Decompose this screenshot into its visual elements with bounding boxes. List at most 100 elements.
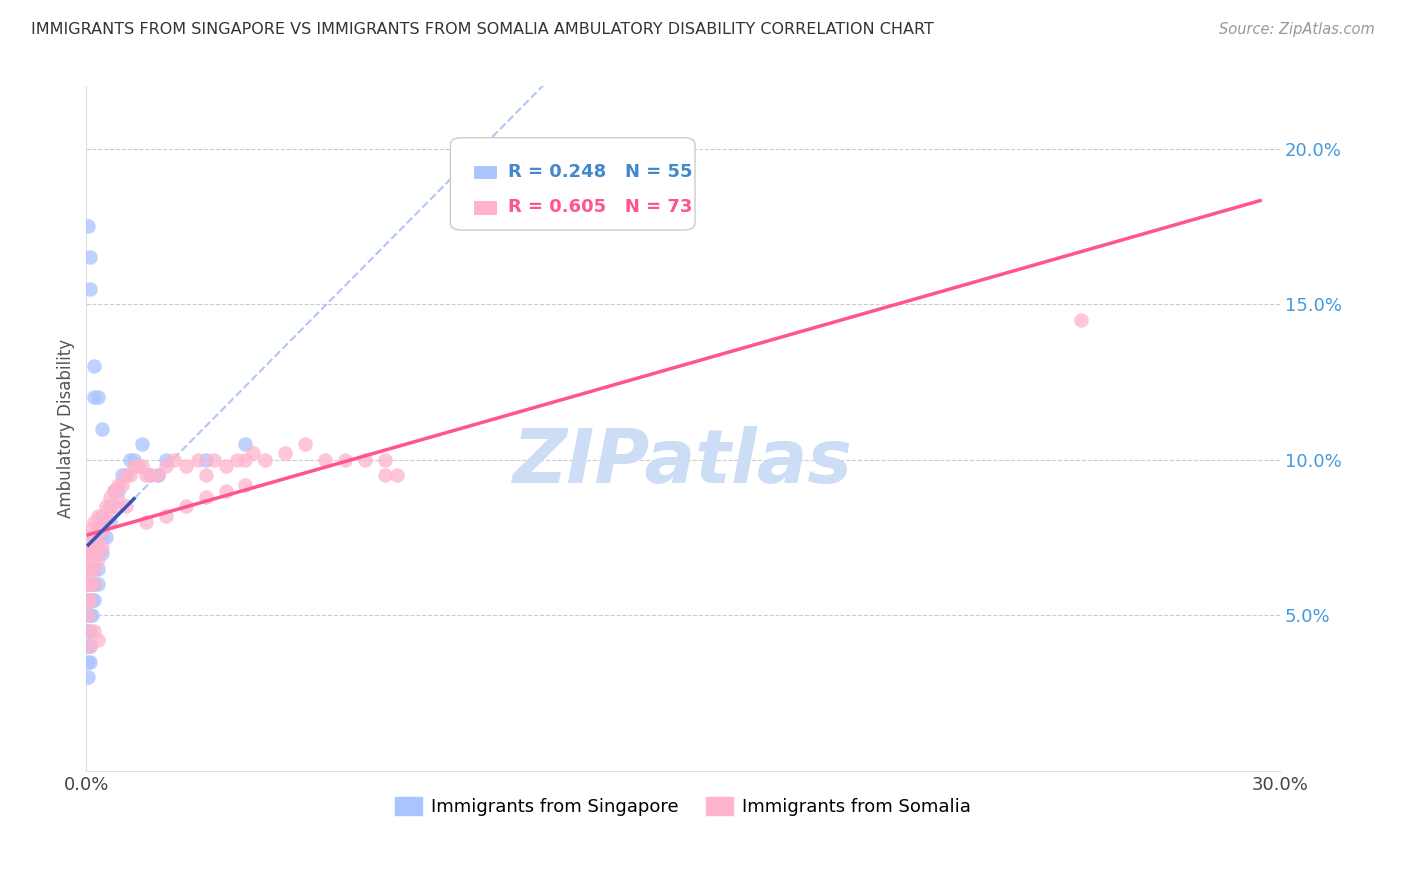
- Y-axis label: Ambulatory Disability: Ambulatory Disability: [58, 339, 75, 518]
- Point: [174, 458, 197, 473]
- Point: [87, 561, 110, 575]
- Point: [83, 546, 105, 560]
- Point: [77, 608, 100, 623]
- Point: [385, 468, 408, 483]
- Point: [87, 391, 110, 405]
- Point: [79, 592, 101, 607]
- Point: [82, 540, 104, 554]
- Point: [77, 608, 100, 623]
- Bar: [474, 166, 496, 178]
- Point: [274, 446, 297, 460]
- Point: [374, 468, 396, 483]
- Point: [87, 577, 110, 591]
- Point: [107, 493, 129, 508]
- Point: [79, 608, 101, 623]
- Point: [83, 530, 105, 544]
- Point: [98, 506, 121, 520]
- Point: [91, 546, 114, 560]
- Point: [79, 577, 101, 591]
- Point: [135, 468, 157, 483]
- Point: [194, 490, 217, 504]
- Text: IMMIGRANTS FROM SINGAPORE VS IMMIGRANTS FROM SOMALIA AMBULATORY DISABILITY CORRE: IMMIGRANTS FROM SINGAPORE VS IMMIGRANTS …: [31, 22, 934, 37]
- Point: [135, 515, 157, 529]
- Point: [77, 624, 100, 638]
- Point: [79, 561, 101, 575]
- Point: [77, 577, 100, 591]
- Point: [235, 452, 257, 467]
- Point: [77, 219, 100, 234]
- Point: [91, 515, 114, 529]
- Point: [96, 515, 118, 529]
- Point: [82, 608, 104, 623]
- Point: [214, 458, 236, 473]
- Point: [122, 458, 145, 473]
- Point: [77, 640, 100, 654]
- Text: R = 0.248   N = 55: R = 0.248 N = 55: [508, 163, 692, 181]
- Point: [131, 437, 153, 451]
- Point: [87, 530, 110, 544]
- Point: [96, 500, 118, 514]
- Text: ZIPatlas: ZIPatlas: [513, 426, 853, 500]
- Point: [214, 483, 236, 498]
- Point: [83, 359, 105, 374]
- Point: [98, 500, 121, 514]
- Point: [83, 561, 105, 575]
- Point: [155, 458, 177, 473]
- Point: [79, 577, 101, 591]
- Point: [353, 452, 375, 467]
- Point: [127, 458, 149, 473]
- Point: [202, 452, 225, 467]
- Point: [146, 468, 169, 483]
- Point: [115, 500, 138, 514]
- Point: [83, 515, 105, 529]
- Point: [111, 477, 134, 491]
- Point: [77, 655, 100, 669]
- Point: [79, 546, 101, 560]
- Point: [103, 483, 125, 498]
- Point: [79, 546, 101, 560]
- Point: [103, 483, 125, 498]
- Point: [187, 452, 209, 467]
- Point: [91, 524, 114, 538]
- Point: [139, 468, 162, 483]
- Point: [77, 670, 100, 684]
- Point: [87, 633, 110, 648]
- Point: [91, 530, 114, 544]
- Point: [77, 624, 100, 638]
- Point: [79, 640, 101, 654]
- Point: [194, 452, 217, 467]
- Text: R = 0.605   N = 73: R = 0.605 N = 73: [508, 199, 692, 217]
- Point: [83, 530, 105, 544]
- Point: [83, 391, 105, 405]
- Point: [254, 452, 277, 467]
- Point: [87, 508, 110, 523]
- Point: [83, 561, 105, 575]
- FancyBboxPatch shape: [450, 137, 695, 230]
- Point: [79, 251, 101, 265]
- Point: [79, 561, 101, 575]
- Point: [374, 452, 396, 467]
- Point: [87, 552, 110, 566]
- Point: [242, 446, 264, 460]
- Point: [82, 592, 104, 607]
- Point: [226, 452, 249, 467]
- Point: [77, 577, 100, 591]
- Point: [294, 437, 316, 451]
- Point: [120, 452, 142, 467]
- Point: [83, 592, 105, 607]
- Point: [314, 452, 336, 467]
- Point: [79, 624, 101, 638]
- Point: [120, 468, 142, 483]
- Point: [77, 546, 100, 560]
- Point: [77, 592, 100, 607]
- Legend: Immigrants from Singapore, Immigrants from Somalia: Immigrants from Singapore, Immigrants fr…: [388, 789, 979, 823]
- Point: [91, 421, 114, 435]
- Point: [155, 452, 177, 467]
- Point: [115, 468, 138, 483]
- Point: [77, 561, 100, 575]
- Point: [155, 508, 177, 523]
- Point: [163, 452, 186, 467]
- Point: [174, 500, 197, 514]
- Point: [103, 500, 125, 514]
- Point: [82, 552, 104, 566]
